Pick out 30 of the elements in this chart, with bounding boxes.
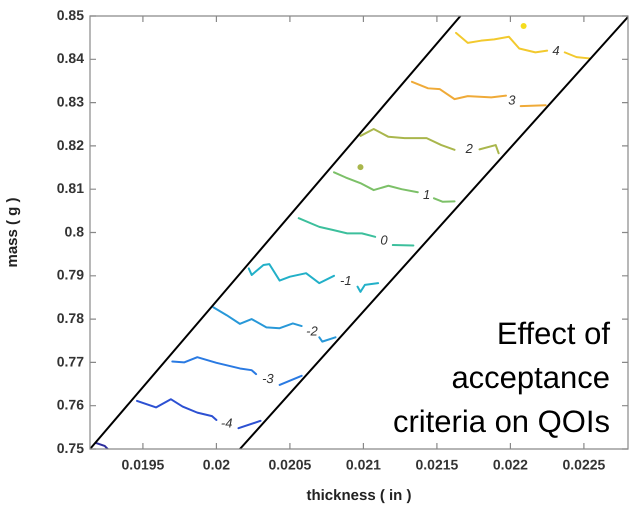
y-tick-label: 0.79	[56, 266, 84, 283]
series-label: 0	[380, 232, 388, 248]
y-tick-label: 0.77	[56, 353, 84, 370]
series-label: -2	[306, 323, 319, 338]
x-tick-label: 0.0225	[562, 456, 606, 472]
x-tick-label: 0.0205	[268, 456, 312, 472]
y-tick-label: 0.84	[56, 50, 84, 66]
y-tick-label: 0.78	[56, 310, 84, 326]
y-tick-label: 0.76	[56, 396, 84, 413]
x-tick-label: 0.021	[346, 456, 382, 472]
series-label: 2	[464, 141, 474, 156]
series-label: 3	[508, 92, 516, 108]
y-tick-label: 0.85	[56, 6, 84, 23]
x-axis-title: thickness ( in )	[306, 487, 412, 504]
series-label: -1	[340, 272, 352, 288]
y-tick-label: 0.83	[56, 93, 84, 110]
y-axis-title: mass ( g )	[4, 197, 22, 268]
y-tick-label: 0.81	[56, 180, 84, 196]
y-tick-label: 0.75	[56, 440, 84, 456]
x-tick-label: 0.02	[202, 456, 230, 472]
y-tick-label: 0.8	[64, 223, 84, 240]
series-label: 1	[423, 186, 430, 202]
y-tick-label: 0.82	[56, 136, 84, 153]
series-label: 4	[552, 43, 560, 58]
series-label: -4	[220, 416, 232, 431]
series-label: -3	[262, 371, 274, 386]
x-tick-label: 0.0215	[415, 456, 459, 472]
x-tick-label: 0.0195	[122, 456, 165, 472]
annotation: Effect of acceptance criteria on QOIs	[392, 315, 610, 441]
x-tick-label: 0.022	[492, 456, 528, 472]
